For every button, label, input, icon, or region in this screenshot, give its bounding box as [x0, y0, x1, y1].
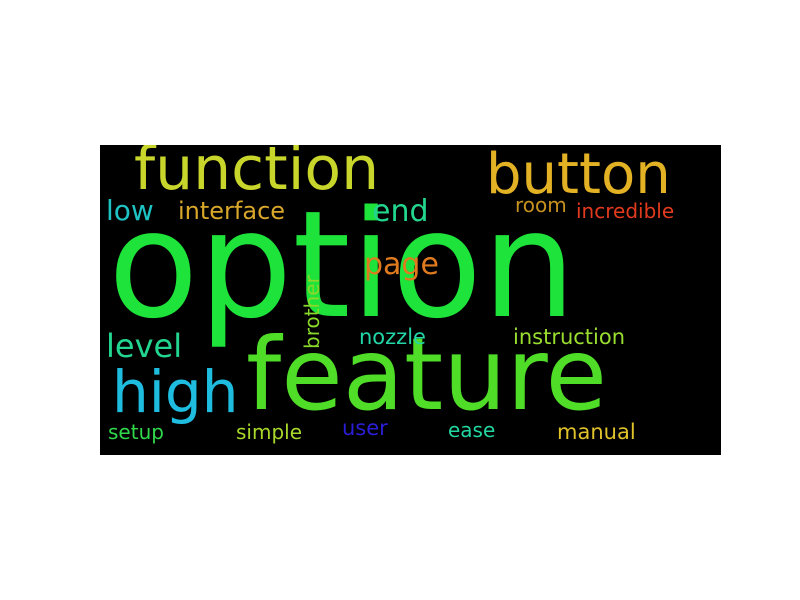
word-function: function	[134, 145, 380, 204]
word-manual: manual	[557, 420, 636, 444]
word-end: end	[372, 194, 429, 229]
word-feature: feature	[246, 316, 608, 433]
word-ease: ease	[448, 418, 496, 442]
word-nozzle: nozzle	[359, 325, 426, 349]
word-cloud-canvas: option feature function button high low …	[100, 145, 721, 455]
word-user: user	[342, 416, 388, 440]
word-room: room	[515, 193, 567, 217]
word-simple: simple	[236, 420, 303, 444]
word-high: high	[112, 358, 239, 426]
word-page: page	[364, 247, 439, 282]
word-level: level	[106, 327, 183, 365]
word-setup: setup	[108, 420, 164, 444]
word-instruction: instruction	[513, 325, 626, 349]
word-incredible: incredible	[576, 199, 675, 223]
word-option: option	[108, 179, 576, 351]
word-interface: interface	[178, 197, 286, 225]
word-button: button	[486, 145, 671, 207]
word-low: low	[106, 194, 154, 227]
word-brother: brother	[300, 275, 324, 349]
